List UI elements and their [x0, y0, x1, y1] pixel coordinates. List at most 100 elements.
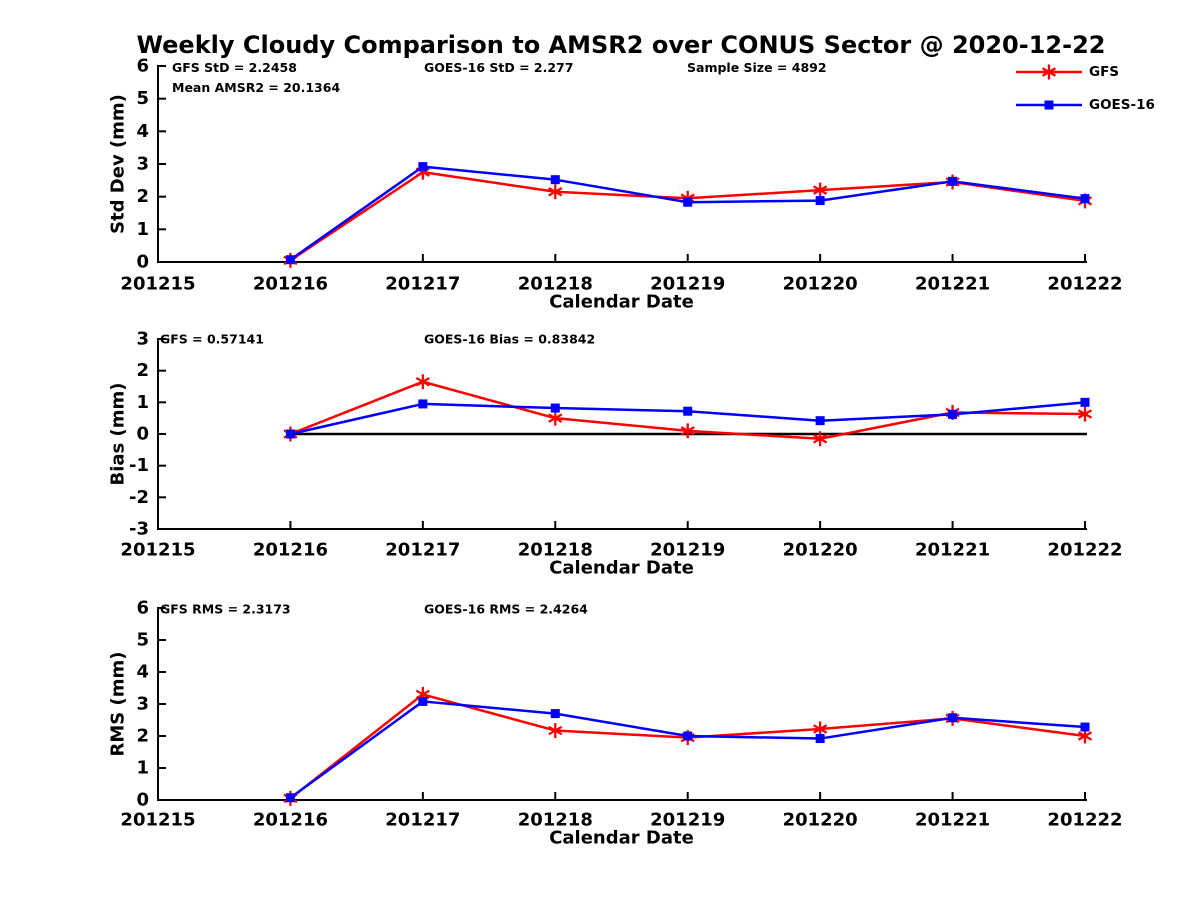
annotation-bias: GOES-16 Bias = 0.83842	[424, 332, 595, 347]
square-marker	[1080, 722, 1090, 732]
square-marker	[948, 409, 958, 419]
x-tick-label: 201220	[783, 810, 858, 831]
x-tick-label: 201216	[253, 540, 328, 561]
square-marker	[815, 416, 825, 426]
asterisk-marker	[1041, 67, 1057, 77]
x-tick-label: 201215	[120, 810, 195, 831]
square-marker	[418, 696, 428, 706]
x-tick-label: 201215	[120, 274, 195, 295]
subplot-bias: -3 -2 -1 0 1 2 3 201215 201216 201217 201218 201219…	[108, 329, 1123, 579]
x-tick-label: 201222	[1047, 810, 1122, 831]
asterisk-marker	[1077, 409, 1093, 419]
x-tick-label: 201222	[1047, 274, 1122, 295]
annotation-std-dev: GFS StD = 2.2458	[172, 60, 297, 75]
x-tick-label: 201217	[385, 274, 460, 295]
annotation-std-dev: Mean AMSR2 = 20.1364	[172, 80, 340, 95]
square-marker	[550, 175, 560, 185]
y-tick-label: 2	[136, 360, 149, 381]
y-tick-label: 2	[136, 186, 149, 207]
square-marker	[815, 196, 825, 206]
x-tick-label: 201221	[915, 540, 990, 561]
asterisk-marker	[548, 187, 563, 197]
x-tick-label: 201217	[385, 810, 460, 831]
legend-label: GFS	[1089, 64, 1119, 80]
x-tick-label: 201219	[650, 810, 725, 831]
square-marker	[1080, 397, 1090, 407]
y-tick-label: -3	[129, 519, 149, 540]
figure-title: Weekly Cloudy Comparison to AMSR2 over C…	[137, 31, 1106, 59]
x-tick-label: 201217	[385, 540, 460, 561]
x-tick-label: 201222	[1047, 540, 1122, 561]
x-tick-label: 201218	[518, 810, 593, 831]
asterisk-marker	[548, 725, 563, 736]
square-marker	[815, 734, 825, 744]
x-tick-label: 201219	[650, 540, 725, 561]
y-tick-label: 0	[136, 252, 149, 273]
square-marker	[285, 793, 295, 803]
square-marker	[948, 176, 958, 186]
x-tick-label: 201215	[120, 540, 195, 561]
y-tick-label: 2	[136, 726, 149, 747]
series-line-gfs	[289, 170, 1086, 262]
x-tick-label: 201220	[783, 274, 858, 295]
asterisk-marker	[680, 426, 695, 436]
square-marker	[1044, 100, 1054, 110]
y-axis-label: Bias (mm)	[108, 383, 129, 486]
square-marker	[550, 709, 560, 719]
x-tick-label: 201220	[783, 540, 858, 561]
square-marker	[683, 731, 693, 741]
annotation-std-dev: Sample Size = 4892	[687, 60, 827, 75]
x-tick-label: 201221	[915, 274, 990, 295]
y-tick-label: 5	[136, 630, 149, 651]
x-axis-label: Calendar Date	[549, 292, 694, 313]
legend: GFS GOES-16	[1016, 64, 1155, 113]
asterisk-marker	[415, 377, 430, 387]
square-marker	[683, 197, 693, 207]
square-marker	[418, 399, 428, 409]
subplot-rms: 0 1 2 3 4 5 6 201215 201216 201217 201218 201219 201…	[108, 598, 1123, 849]
square-marker	[683, 406, 693, 416]
x-tick-label: 201216	[253, 274, 328, 295]
x-tick-label: 201218	[518, 274, 593, 295]
y-tick-label: 1	[136, 219, 149, 240]
series-line-goes-16	[289, 700, 1086, 799]
asterisk-marker	[415, 689, 430, 700]
x-axis-label: Calendar Date	[549, 828, 694, 849]
square-marker	[285, 429, 295, 439]
legend-entry-goes-16: GOES-16	[1016, 97, 1155, 113]
square-marker	[418, 162, 428, 172]
annotation-rms: GFS RMS = 2.3173	[160, 602, 291, 617]
x-tick-label: 201216	[253, 810, 328, 831]
y-tick-label: -1	[129, 455, 149, 476]
y-tick-label: 4	[136, 662, 149, 683]
y-axis-label: Std Dev (mm)	[108, 94, 129, 234]
annotation-std-dev: GOES-16 StD = 2.277	[424, 60, 573, 75]
y-tick-label: 3	[136, 694, 149, 715]
y-tick-label: 3	[136, 329, 149, 350]
y-tick-label: 6	[136, 56, 149, 77]
y-tick-label: 1	[136, 392, 149, 413]
y-tick-label: 3	[136, 154, 149, 175]
square-marker	[1080, 194, 1090, 204]
x-tick-label: 201219	[650, 274, 725, 295]
x-tick-label: 201218	[518, 540, 593, 561]
square-marker	[550, 403, 560, 413]
asterisk-marker	[548, 413, 563, 423]
annotation-rms: GOES-16 RMS = 2.4264	[424, 602, 588, 617]
asterisk-marker	[813, 434, 828, 444]
x-tick-label: 201221	[915, 810, 990, 831]
y-tick-label: 0	[136, 790, 149, 811]
subplot-std-dev: 0 1 2 3 4 5 6 201215 201216 201217 201218 201219 201…	[108, 56, 1123, 313]
y-tick-label: 1	[136, 758, 149, 779]
y-tick-label: 6	[136, 598, 149, 619]
annotation-bias: GFS = 0.57141	[160, 332, 264, 347]
square-marker	[285, 255, 295, 265]
y-tick-label: 4	[136, 121, 149, 142]
asterisk-marker	[813, 724, 828, 734]
asterisk-marker	[1077, 731, 1093, 741]
x-axis-label: Calendar Date	[549, 558, 694, 579]
y-tick-label: 5	[136, 88, 149, 109]
